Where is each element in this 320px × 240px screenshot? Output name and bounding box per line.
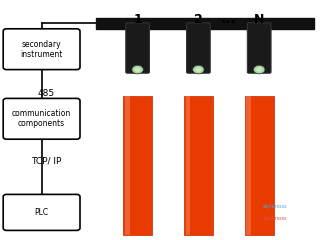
FancyBboxPatch shape xyxy=(247,23,271,73)
FancyBboxPatch shape xyxy=(126,23,149,73)
Text: 1: 1 xyxy=(133,13,142,26)
Text: skylerssss: skylerssss xyxy=(262,204,287,209)
FancyBboxPatch shape xyxy=(3,194,80,230)
Text: 485: 485 xyxy=(38,89,55,98)
FancyBboxPatch shape xyxy=(246,96,251,235)
FancyBboxPatch shape xyxy=(3,29,80,70)
FancyBboxPatch shape xyxy=(186,96,190,235)
Text: secondary
instrument: secondary instrument xyxy=(20,40,63,59)
Text: 2: 2 xyxy=(194,13,203,26)
FancyBboxPatch shape xyxy=(96,18,314,29)
Text: communication
components: communication components xyxy=(12,109,71,128)
Circle shape xyxy=(195,67,202,72)
Circle shape xyxy=(132,65,143,74)
FancyBboxPatch shape xyxy=(3,98,80,139)
Circle shape xyxy=(256,67,262,72)
FancyBboxPatch shape xyxy=(184,96,213,235)
FancyBboxPatch shape xyxy=(187,23,210,73)
Text: TCP/ IP: TCP/ IP xyxy=(31,156,61,165)
Text: skylerssss: skylerssss xyxy=(262,216,287,221)
Circle shape xyxy=(134,67,141,72)
Circle shape xyxy=(193,65,204,74)
FancyBboxPatch shape xyxy=(125,96,130,235)
FancyBboxPatch shape xyxy=(123,96,152,235)
Circle shape xyxy=(253,65,265,74)
Text: PLC: PLC xyxy=(35,208,49,217)
FancyBboxPatch shape xyxy=(245,96,274,235)
Text: ...: ... xyxy=(221,12,237,26)
Text: N: N xyxy=(254,13,264,26)
